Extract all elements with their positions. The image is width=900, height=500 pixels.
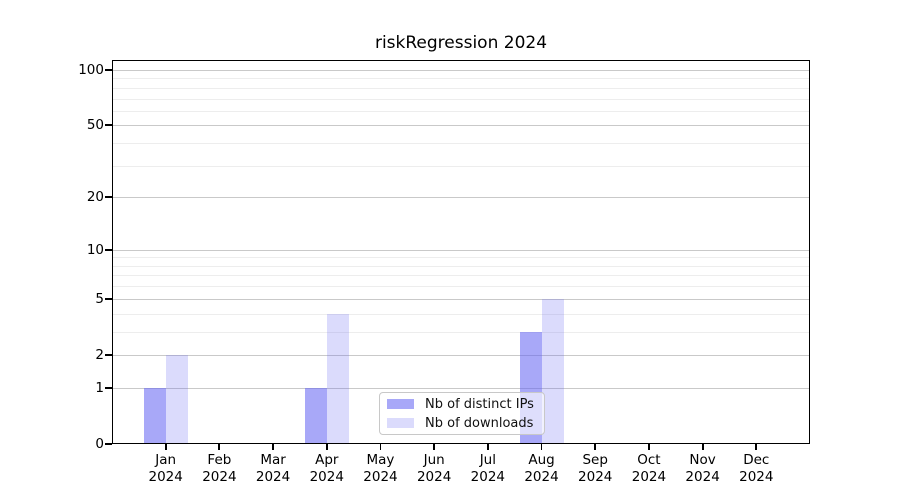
- gridline-major: [112, 298, 810, 300]
- x-tick-year: 2024: [524, 468, 559, 485]
- bar-apr-distinct-ips: [304, 387, 327, 444]
- y-tick-label: 50: [86, 117, 104, 134]
- gridline-minor: [112, 275, 810, 277]
- y-tick-label: 20: [86, 189, 104, 206]
- x-tick-mark: [433, 443, 436, 451]
- x-tick-month: Aug: [528, 452, 555, 468]
- x-tick-mark: [540, 443, 543, 451]
- chart-title: riskRegression 2024: [374, 33, 548, 53]
- x-tick-label-jun: Jun 2024: [402, 452, 466, 485]
- x-tick-month: Jun: [423, 452, 445, 468]
- x-tick-mark: [272, 443, 274, 451]
- x-tick-mark: [486, 443, 489, 451]
- gridline-major: [112, 197, 810, 199]
- gridline-minor: [112, 265, 810, 267]
- x-tick-mark: [379, 443, 382, 451]
- axes-frame: [112, 59, 810, 444]
- x-tick-mark: [701, 443, 704, 451]
- y-tick-mark: [105, 386, 112, 389]
- gridline-minor: [112, 143, 810, 145]
- x-tick-label-aug: Aug 2024: [510, 452, 574, 485]
- y-tick-mark: [105, 297, 112, 300]
- x-tick-month: Jul: [479, 452, 496, 468]
- gridline-minor: [112, 331, 810, 333]
- legend-label-distinct-ips: Nb of distinct IPs: [425, 396, 534, 412]
- gridline-minor: [112, 313, 810, 315]
- gridline-minor: [112, 78, 810, 80]
- x-tick-mark: [164, 443, 167, 451]
- y-tick-mark: [105, 354, 112, 356]
- y-tick-mark: [105, 248, 112, 251]
- x-tick-year: 2024: [255, 468, 291, 485]
- y-tick-mark: [105, 124, 112, 127]
- gridline-minor: [112, 110, 810, 112]
- y-tick-label: 2: [95, 346, 104, 363]
- gridline-major: [112, 354, 810, 356]
- legend-entry-distinct-ips: Nb of distinct IPs: [387, 397, 544, 412]
- x-tick-month: Apr: [315, 452, 339, 468]
- x-tick-year: 2024: [578, 468, 613, 485]
- x-tick-year: 2024: [470, 468, 506, 485]
- plot-area: [112, 59, 810, 444]
- y-tick-label: 100: [78, 62, 104, 79]
- y-tick-label: 10: [86, 241, 104, 258]
- x-tick-year: 2024: [739, 468, 774, 485]
- x-tick-month: Dec: [743, 452, 770, 468]
- legend: Nb of distinct IPs Nb of downloads: [379, 392, 545, 435]
- x-tick-mark: [325, 443, 328, 451]
- x-tick-month: Mar: [260, 452, 286, 468]
- x-tick-month: Nov: [689, 452, 716, 468]
- x-tick-year: 2024: [631, 468, 667, 485]
- x-tick-label-nov: Nov 2024: [671, 452, 735, 485]
- legend-label-downloads: Nb of downloads: [425, 415, 534, 431]
- legend-swatch-downloads-icon: [387, 418, 414, 428]
- x-tick-year: 2024: [309, 468, 344, 485]
- x-tick-mark: [755, 443, 758, 451]
- y-tick-label: 0: [95, 436, 104, 452]
- y-tick-label: 5: [95, 290, 104, 307]
- bar-apr-downloads: [326, 313, 349, 444]
- x-tick-label-apr: Apr 2024: [295, 452, 359, 485]
- x-tick-month: May: [366, 452, 395, 468]
- x-tick-label-may: May 2024: [348, 452, 412, 485]
- x-tick-label-mar: Mar 2024: [241, 452, 305, 485]
- x-tick-mark: [594, 443, 597, 451]
- x-tick-year: 2024: [148, 468, 183, 485]
- x-tick-year: 2024: [416, 468, 452, 485]
- gridline-minor: [112, 87, 810, 89]
- gridline-minor: [112, 257, 810, 259]
- x-tick-year: 2024: [202, 468, 237, 485]
- y-tick-mark: [105, 196, 112, 199]
- y-tick-mark: [105, 443, 112, 445]
- gridline-major: [112, 387, 810, 389]
- x-tick-label-jan: Jan 2024: [134, 452, 198, 485]
- x-tick-label-feb: Feb 2024: [187, 452, 251, 485]
- gridline-minor: [112, 165, 810, 167]
- x-tick-label-oct: Oct 2024: [617, 452, 681, 485]
- legend-entry-downloads: Nb of downloads: [387, 416, 544, 431]
- gridline-minor: [112, 286, 810, 288]
- x-tick-label-jul: Jul 2024: [456, 452, 520, 485]
- x-tick-mark: [218, 443, 221, 451]
- bar-jan-distinct-ips: [143, 387, 166, 444]
- x-tick-month: Feb: [207, 452, 232, 468]
- gridline-major: [112, 125, 810, 127]
- x-tick-year: 2024: [685, 468, 720, 485]
- x-tick-label-dec: Dec 2024: [724, 452, 788, 485]
- x-tick-mark: [648, 443, 650, 451]
- x-tick-year: 2024: [363, 468, 398, 485]
- y-tick-label: 1: [95, 379, 104, 396]
- x-tick-month: Oct: [637, 452, 661, 468]
- bar-jan-downloads: [165, 354, 188, 444]
- x-tick-label-sep: Sep 2024: [563, 452, 627, 485]
- legend-swatch-distinct-ips-icon: [387, 399, 414, 409]
- y-tick-mark: [105, 69, 112, 71]
- x-tick-month: Jan: [155, 452, 177, 468]
- gridline-major: [112, 70, 810, 72]
- bar-aug-downloads: [541, 298, 564, 444]
- gridline-major: [112, 249, 810, 251]
- gridline-minor: [112, 98, 810, 100]
- x-tick-month: Sep: [582, 452, 608, 468]
